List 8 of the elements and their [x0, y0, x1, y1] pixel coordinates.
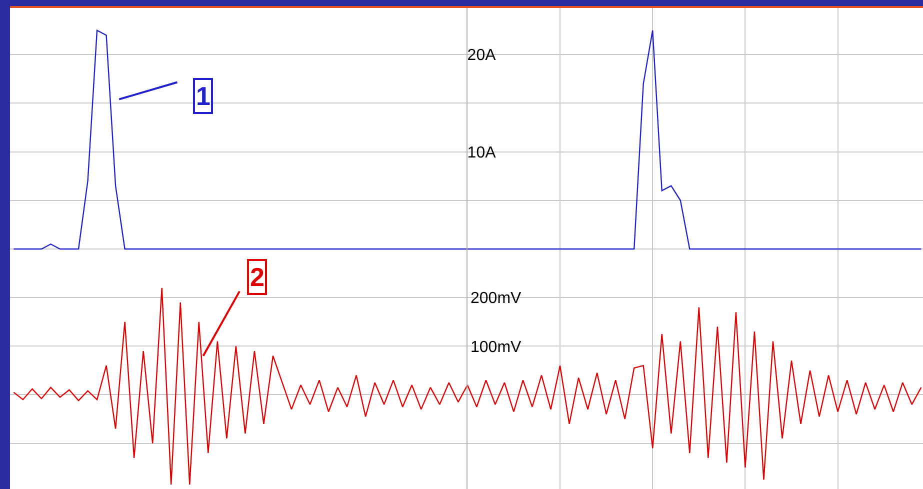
y-tick-label: 20A — [467, 47, 496, 64]
annotation: 2 — [250, 262, 264, 292]
line-series — [13, 287, 922, 486]
y-tick-label: 10A — [467, 144, 496, 162]
y2-tick-label: 100mV — [470, 338, 522, 356]
annotation: 1 — [196, 81, 210, 111]
y2-tick-label: 200mV — [470, 290, 522, 308]
line-series — [13, 30, 922, 250]
